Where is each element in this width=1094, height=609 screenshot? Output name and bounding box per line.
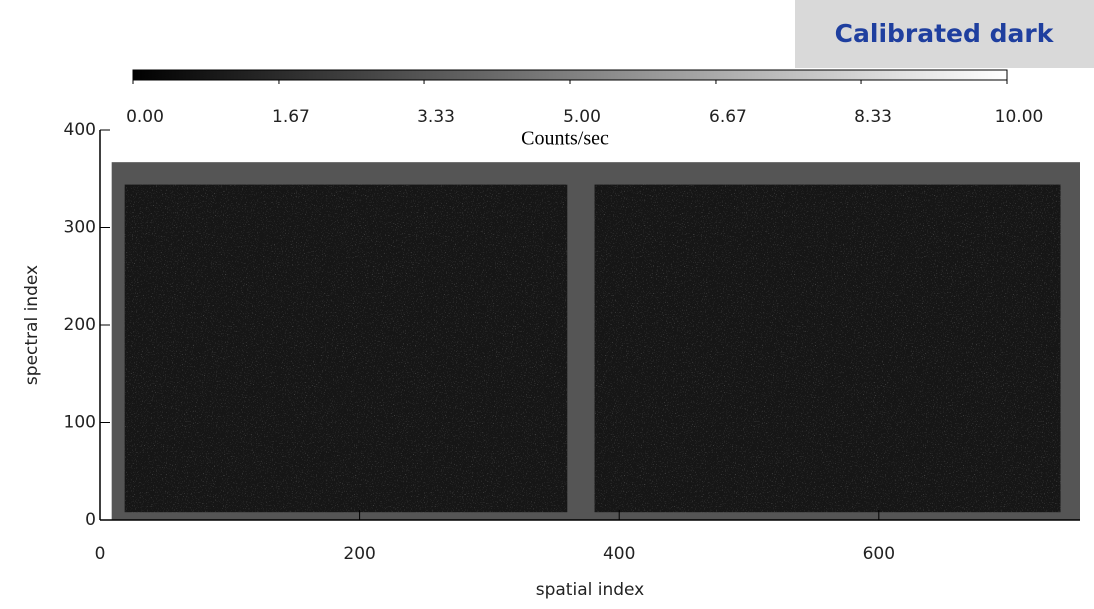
- colorbar-label: Counts/sec: [521, 128, 609, 150]
- x-tick-label: 600: [863, 544, 895, 564]
- panel-noise: [594, 184, 1061, 513]
- colorbar-tick-label: 5.00: [563, 107, 601, 127]
- x-tick-label: 0: [95, 544, 106, 564]
- x-axis-label: spatial index: [536, 580, 645, 600]
- y-tick-label: 100: [64, 413, 96, 433]
- panel-noise: [124, 184, 568, 513]
- y-axis-label: spectral index: [22, 265, 42, 385]
- badge: Calibrated dark: [835, 19, 1055, 48]
- colorbar-tick-label: 10.00: [995, 107, 1044, 127]
- y-tick-label: 0: [85, 510, 96, 530]
- x-tick-label: 200: [343, 544, 375, 564]
- colorbar-tick-label: 1.67: [272, 107, 310, 127]
- y-tick-label: 400: [64, 120, 96, 140]
- colorbar: [132, 69, 1008, 81]
- badge-box: [795, 0, 1094, 68]
- colorbar-tick-label: 0.00: [126, 107, 164, 127]
- colorbar-tick-label: 8.33: [854, 107, 892, 127]
- colorbar-tick-label: 3.33: [417, 107, 455, 127]
- y-tick-label: 200: [64, 315, 96, 335]
- y-tick-label: 300: [64, 218, 96, 238]
- x-tick-label: 400: [603, 544, 635, 564]
- colorbar-tick-label: 6.67: [709, 107, 747, 127]
